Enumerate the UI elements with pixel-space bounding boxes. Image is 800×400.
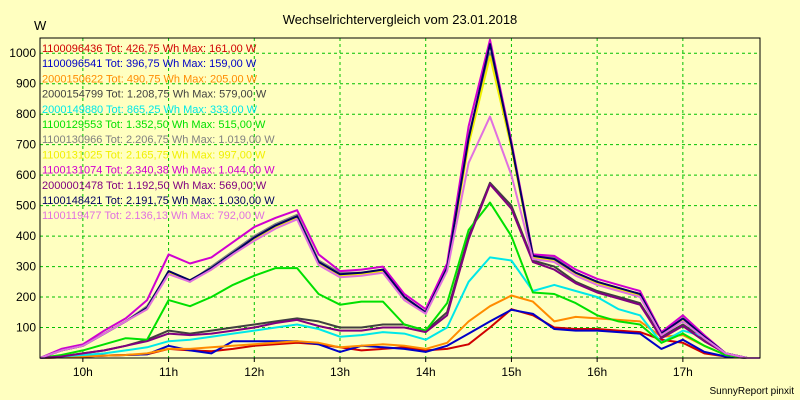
series-line-11 bbox=[39, 43, 760, 359]
y-tick-label: 700 bbox=[16, 138, 36, 152]
x-tick-label: 11h bbox=[159, 365, 178, 379]
x-tick-label: 16h bbox=[587, 365, 607, 379]
legend-entry-8: 1100131025 Tot: 2.165,75 Wh Max: 997,00 … bbox=[42, 149, 266, 161]
series-line-6 bbox=[39, 201, 760, 359]
axes bbox=[39, 37, 761, 362]
x-tick-label: 10h bbox=[73, 365, 93, 379]
x-tick-label: 14h bbox=[416, 365, 436, 379]
legend-entry-3: 2000150622 Tot: 490,75 Wh Max: 205,00 W bbox=[42, 73, 258, 85]
x-tick-label: 12h bbox=[244, 365, 264, 379]
legend-entry-4: 2000154799 Tot: 1.208,75 Wh Max: 579,00 … bbox=[42, 89, 267, 101]
x-tick-label: 17h bbox=[673, 365, 693, 379]
x-tick-label: 13h bbox=[330, 365, 350, 379]
series-line-2 bbox=[39, 308, 760, 359]
y-tick-label: 800 bbox=[16, 107, 36, 121]
plot-frame bbox=[39, 37, 761, 359]
series-line-12 bbox=[39, 115, 760, 359]
y-axis-label: W bbox=[34, 18, 47, 33]
series-line-5 bbox=[39, 256, 760, 359]
legend-entry-6: 1100129553 Tot: 1.352,50 Wh Max: 515,00 … bbox=[42, 119, 266, 131]
y-tick-label: 100 bbox=[16, 321, 36, 335]
chart-title: Wechselrichtervergleich vom 23.01.2018 bbox=[283, 12, 518, 27]
tick-labels: 100 200 300 400 500 600 700 800 900 1000 10h 11h 12h… bbox=[9, 46, 693, 379]
y-tick-label: 200 bbox=[16, 290, 36, 304]
legend-entry-1: 1100096436 Tot: 426,75 Wh Max: 161,00 W bbox=[42, 43, 257, 55]
legend-entry-5: 2000149880 Tot: 865,25 Wh Max: 333,00 W bbox=[42, 104, 258, 116]
series-line-9 bbox=[39, 38, 760, 359]
series-layer bbox=[39, 38, 760, 359]
legend-entry-11: 1100148421 Tot: 2.191,75 Wh Max: 1.030,0… bbox=[42, 195, 275, 207]
grid-lines bbox=[40, 38, 760, 358]
y-tick-label: 600 bbox=[16, 168, 36, 182]
legend-entry-2: 1100096541 Tot: 396,75 Wh Max: 159,00 W bbox=[42, 58, 257, 70]
y-tick-label: 900 bbox=[16, 77, 36, 91]
legend-entry-7: 1100130966 Tot: 2.206,75 Wh Max: 1.019,0… bbox=[42, 134, 275, 146]
series-line-10 bbox=[39, 183, 760, 359]
legend: 1100096436 Tot: 426,75 Wh Max: 161,00 W 1… bbox=[42, 43, 275, 222]
legend-entry-12: 1100119477 Tot: 2.136,13 Wh Max: 792,00 … bbox=[42, 210, 265, 222]
series-line-3 bbox=[39, 294, 760, 359]
y-tick-label: 300 bbox=[16, 260, 36, 274]
y-tick-label: 1000 bbox=[9, 46, 36, 60]
y-tick-label: 500 bbox=[16, 199, 36, 213]
legend-entry-10: 2000001478 Tot: 1.192,50 Wh Max: 569,00 … bbox=[42, 180, 267, 192]
legend-entry-9: 1100131074 Tot: 2.340,38 Wh Max: 1.044,0… bbox=[42, 165, 275, 177]
y-tick-label: 400 bbox=[16, 229, 36, 243]
footer-credit: SunnyReport pinxit bbox=[710, 386, 795, 397]
x-tick-label: 15h bbox=[501, 365, 521, 379]
